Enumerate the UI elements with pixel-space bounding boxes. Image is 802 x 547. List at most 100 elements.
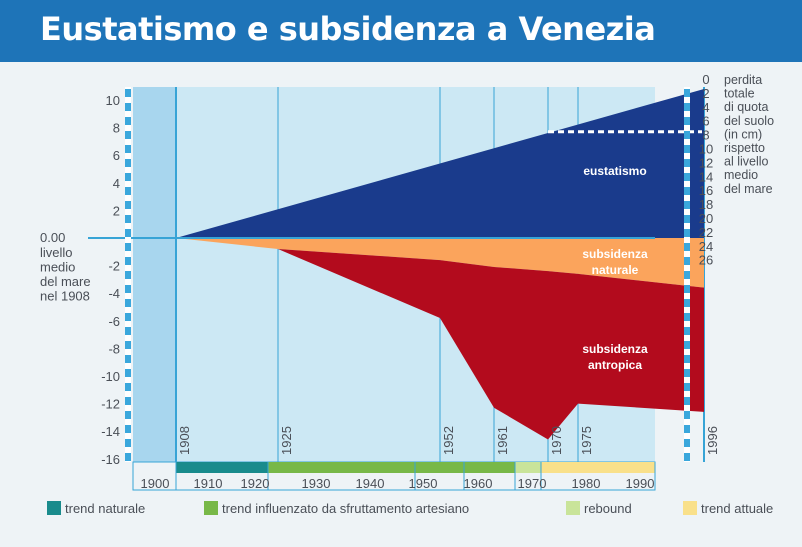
pre-1908-band [133, 87, 176, 462]
right-tick-label: 8 [702, 128, 709, 143]
right-tick-label: 10 [699, 142, 713, 157]
left-tick-label: 4 [113, 176, 120, 191]
left-tick-label: 2 [113, 203, 120, 218]
right-tick-label: 0 [702, 72, 709, 87]
right-axis-dash [684, 243, 690, 251]
left-axis-dash [125, 313, 131, 321]
title-banner: Eustatismo e subsidenza a Venezia [0, 0, 802, 62]
trend-bar-trend-2 [176, 462, 268, 473]
left-axis-dash [125, 285, 131, 293]
right-axis-caption-line: del suolo [724, 114, 774, 128]
left-axis-dash [125, 215, 131, 223]
right-axis-dash [684, 257, 690, 265]
x-tick-label: 1960 [464, 476, 493, 491]
right-axis-caption-line: totale [724, 87, 755, 101]
right-axis-dash [684, 159, 690, 167]
left-axis-dash [125, 243, 131, 251]
left-tick-label: -4 [108, 286, 120, 301]
x-tick-label: 1930 [302, 476, 331, 491]
x-tick-label: 1990 [626, 476, 655, 491]
right-axis-caption-line: di quota [724, 100, 769, 114]
right-tick-label: 16 [699, 183, 713, 198]
left-tick-label: 6 [113, 148, 120, 163]
left-axis-dash [125, 397, 131, 405]
legend-label: trend naturale [65, 501, 145, 516]
right-tick-label: 18 [699, 197, 713, 212]
right-axis-dash [684, 453, 690, 461]
right-axis-dash [684, 327, 690, 335]
right-axis-dash [684, 215, 690, 223]
left-tick-label: -12 [101, 397, 120, 412]
left-axis-dash [125, 299, 131, 307]
right-tick-label: 4 [702, 100, 709, 115]
right-axis-dash [684, 397, 690, 405]
right-tick-label: 24 [699, 239, 713, 254]
left-axis-dash [125, 89, 131, 97]
right-axis-dash [684, 341, 690, 349]
right-axis-dash [684, 229, 690, 237]
x-tick-label: 1900 [141, 476, 170, 491]
right-tick-label: 2 [702, 86, 709, 101]
right-axis-dash [684, 369, 690, 377]
zero-caption-line: livello [40, 245, 73, 260]
right-tick-label: 26 [699, 253, 713, 268]
right-axis-dash [684, 383, 690, 391]
event-year-label: 1925 [279, 426, 294, 455]
left-axis-dash [125, 145, 131, 153]
zero-caption-line: medio [40, 260, 75, 275]
series-label-subsidenza-naturale: naturale [592, 263, 639, 277]
right-tick-label: 22 [699, 225, 713, 240]
left-axis-dash [125, 103, 131, 111]
legend-label: rebound [584, 501, 632, 516]
right-axis-dash [684, 439, 690, 447]
zero-caption-line: nel 1908 [40, 289, 90, 304]
left-axis-dash [125, 257, 131, 265]
left-axis-dash [125, 159, 131, 167]
right-tick-label: 14 [699, 169, 713, 184]
right-axis-dash [684, 425, 690, 433]
right-axis-caption-line: perdita [724, 73, 762, 87]
event-year-label: 1996 [705, 426, 720, 455]
left-tick-label: -8 [108, 341, 120, 356]
right-tick-label: 20 [699, 211, 713, 226]
left-tick-label: -16 [101, 452, 120, 467]
right-tick-label: 6 [702, 114, 709, 129]
series-label-subsidenza-antropica: subsidenza [582, 342, 648, 356]
event-year-label: 1908 [177, 426, 192, 455]
left-axis-dash [125, 271, 131, 279]
x-tick-label: 1910 [194, 476, 223, 491]
area-eustatismo [176, 88, 704, 239]
series-label-subsidenza-antropica: antropica [588, 358, 642, 372]
right-axis-dash [684, 89, 690, 97]
left-axis-dash [125, 229, 131, 237]
left-axis-dash [125, 355, 131, 363]
left-axis-dash [125, 201, 131, 209]
series-label-eustatismo: eustatismo [583, 164, 646, 178]
right-axis-dash [684, 285, 690, 293]
right-axis-dash [684, 411, 690, 419]
zero-label: 0.00 [40, 230, 65, 245]
series-label-subsidenza-naturale: subsidenza [582, 247, 648, 261]
legend-swatch [47, 501, 61, 515]
legend-swatch [566, 501, 580, 515]
trend-bar-trend-2 [541, 462, 655, 473]
left-tick-label: -10 [101, 369, 120, 384]
legend-label: trend attuale [701, 501, 773, 516]
left-axis-dash [125, 173, 131, 181]
right-axis-caption-line: medio [724, 168, 758, 182]
right-axis-caption-line: (in cm) [724, 127, 762, 141]
right-axis-dash [684, 271, 690, 279]
area-subsidenza-naturale [176, 238, 704, 288]
right-axis-dash [684, 131, 690, 139]
x-tick-label: 1980 [572, 476, 601, 491]
left-tick-label: 10 [106, 93, 120, 108]
right-axis-dash [684, 173, 690, 181]
zero-caption-line: del mare [40, 274, 91, 289]
left-tick-label: -14 [101, 424, 120, 439]
right-axis-dash [684, 117, 690, 125]
left-axis-dash [125, 187, 131, 195]
legend-label: trend influenzato da sfruttamento artesi… [222, 501, 469, 516]
x-tick-label: 1940 [356, 476, 385, 491]
